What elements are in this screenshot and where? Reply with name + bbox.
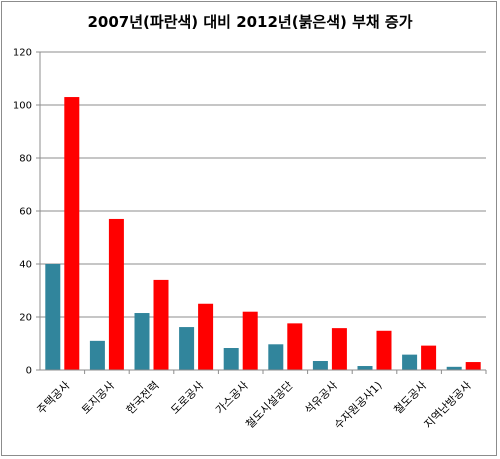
y-tick-label: 0 xyxy=(26,366,32,377)
bar-2012 xyxy=(64,97,80,371)
bar-2012 xyxy=(242,311,258,370)
x-tick-label: 토지공사 xyxy=(79,379,117,417)
bar-2007 xyxy=(268,344,284,370)
bar-2007 xyxy=(446,366,462,370)
y-tick-label: 120 xyxy=(13,48,32,59)
x-tick-label: 철도공사 xyxy=(391,379,429,417)
bar-2012 xyxy=(331,328,347,370)
bar-2007 xyxy=(402,354,418,370)
y-tick-label: 60 xyxy=(19,207,32,218)
bar-2012 xyxy=(287,323,303,370)
y-tick-label: 20 xyxy=(19,313,32,324)
gridlines xyxy=(40,51,486,318)
chart-title: 2007년(파란색) 대비 2012년(붉은색) 부채 증가 xyxy=(87,13,412,31)
bar-2007 xyxy=(89,340,105,370)
x-tick-label: 가스공사 xyxy=(213,379,251,417)
bar-2007 xyxy=(223,348,239,370)
bar-2007 xyxy=(179,327,195,370)
x-tick-label: 석유공사 xyxy=(302,379,340,417)
bar-2012 xyxy=(108,218,124,370)
x-tick-label: 주택공사 xyxy=(35,379,73,417)
bar-2007 xyxy=(134,313,150,370)
x-tick-label: 수자원공사1) xyxy=(332,379,385,432)
y-tick-label: 40 xyxy=(19,260,32,271)
bar-2012 xyxy=(153,279,169,370)
y-tick-label: 80 xyxy=(19,154,32,165)
bar-2012 xyxy=(376,330,392,370)
bar-2012 xyxy=(198,303,214,370)
x-tick-label: 지역난방공사 xyxy=(422,379,474,431)
x-tick-label: 철도시설공단 xyxy=(243,379,295,431)
x-tick-label: 도로공사 xyxy=(168,379,206,417)
bar-2007 xyxy=(357,366,373,370)
y-tick-label: 100 xyxy=(13,101,32,112)
bar-2007 xyxy=(312,360,328,370)
bar-2012 xyxy=(465,362,481,370)
bars xyxy=(45,97,481,371)
bar-2007 xyxy=(45,264,61,370)
x-tick-label: 한국전력 xyxy=(124,379,162,417)
y-axis-ticks: 0 20 40 60 80 100 120 xyxy=(13,48,40,377)
bar-2012 xyxy=(421,345,437,370)
